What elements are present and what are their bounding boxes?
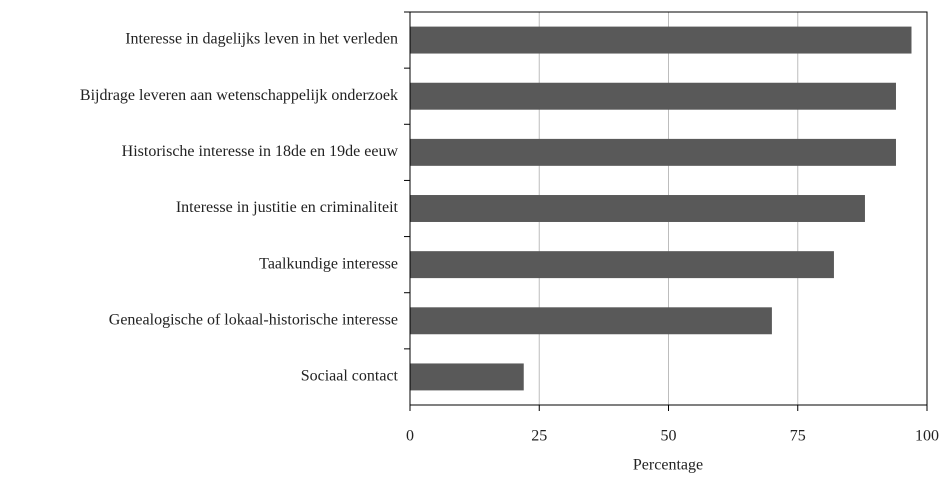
x-tick-label: 50 xyxy=(661,428,677,445)
bar xyxy=(410,307,772,335)
bar xyxy=(410,82,896,110)
x-tick-label: 0 xyxy=(406,428,414,445)
x-tick-label: 100 xyxy=(915,428,939,445)
y-tick-label: Taalkundige interesse xyxy=(259,255,398,272)
bar xyxy=(410,363,524,391)
plot-frame xyxy=(409,11,928,406)
y-tick-label: Sociaal contact xyxy=(301,368,399,385)
y-tick-label: Genealogische of lokaal-historische inte… xyxy=(109,311,398,328)
y-tick-label: Interesse in justitie en criminaliteit xyxy=(176,199,399,216)
x-axis-label: Percentage xyxy=(633,457,703,474)
bar xyxy=(410,26,912,54)
bar xyxy=(410,251,834,279)
x-tick-label: 25 xyxy=(531,428,547,445)
bar xyxy=(410,195,865,222)
y-tick-label: Historische interesse in 18de en 19de ee… xyxy=(122,143,399,160)
x-tick-label: 75 xyxy=(790,428,806,445)
y-tick-label: Bijdrage leveren aan wetenschappelijk on… xyxy=(80,87,398,104)
y-tick-label: Interesse in dagelijks leven in het verl… xyxy=(125,31,398,48)
bar xyxy=(410,138,896,166)
